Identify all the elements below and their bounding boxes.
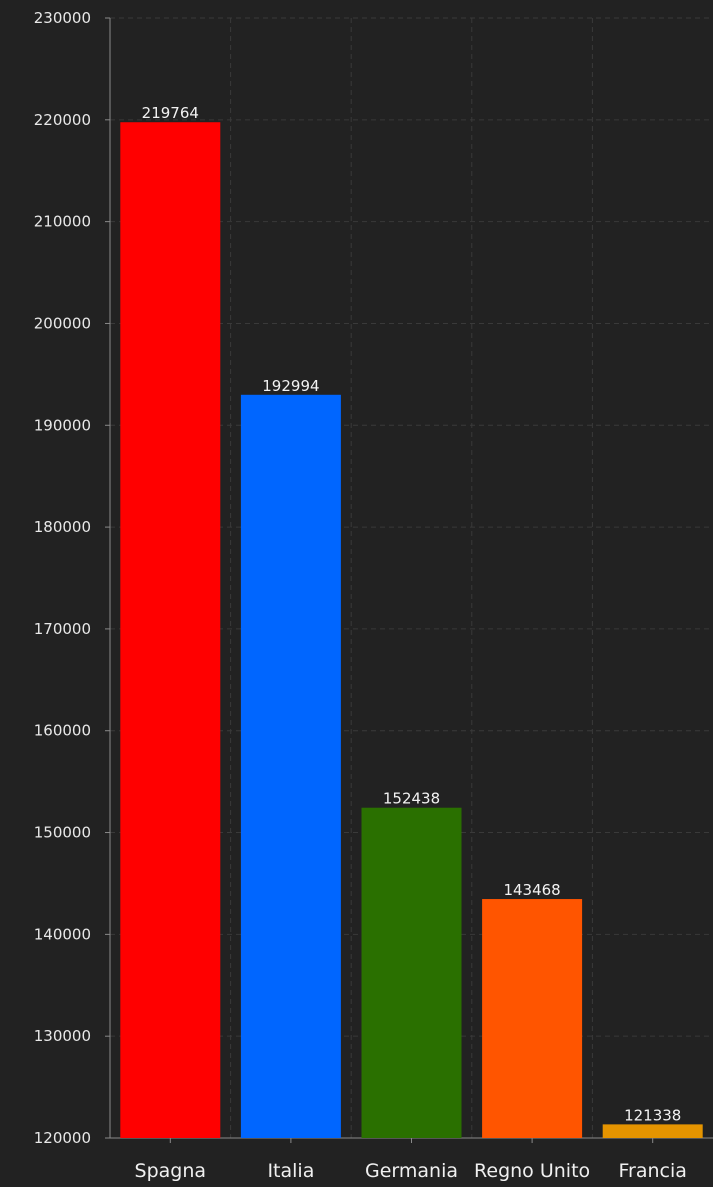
y-tick-label: 190000 <box>34 416 91 434</box>
bar-italia <box>240 394 341 1139</box>
bar-germania <box>361 807 462 1138</box>
bar-francia <box>602 1124 703 1138</box>
y-tick-label: 150000 <box>34 824 91 842</box>
x-axis-ticks: Spagna Italia Germania Regno Unito Francia <box>135 1138 687 1182</box>
x-tick-label: Germania <box>365 1160 458 1182</box>
bar-regno-unito <box>482 899 583 1138</box>
y-axis-ticks: 120000 130000 140000 150000 160000 170000 1800… <box>34 9 110 1147</box>
y-tick-label: 230000 <box>34 9 91 27</box>
data-label: 121338 <box>624 1106 681 1124</box>
bar-spagna <box>120 122 221 1139</box>
x-tick-label: Italia <box>267 1160 314 1182</box>
data-label: 143468 <box>503 881 560 899</box>
y-tick-label: 140000 <box>34 925 91 943</box>
y-tick-label: 170000 <box>34 620 91 638</box>
y-tick-label: 160000 <box>34 722 91 740</box>
data-label: 219764 <box>142 104 199 122</box>
x-tick-label: Regno Unito <box>474 1160 590 1182</box>
x-tick-label: Francia <box>618 1160 686 1182</box>
y-tick-label: 220000 <box>34 111 91 129</box>
y-tick-label: 120000 <box>34 1129 91 1147</box>
y-tick-label: 200000 <box>34 314 91 332</box>
y-tick-label: 180000 <box>34 518 91 536</box>
y-tick-label: 130000 <box>34 1027 91 1045</box>
bars <box>120 122 703 1139</box>
data-labels: 219764 192994 152438 143468 121338 <box>142 104 682 1124</box>
data-label: 192994 <box>262 377 319 395</box>
x-tick-label: Spagna <box>135 1160 207 1182</box>
y-tick-label: 210000 <box>34 213 91 231</box>
data-label: 152438 <box>383 790 440 808</box>
